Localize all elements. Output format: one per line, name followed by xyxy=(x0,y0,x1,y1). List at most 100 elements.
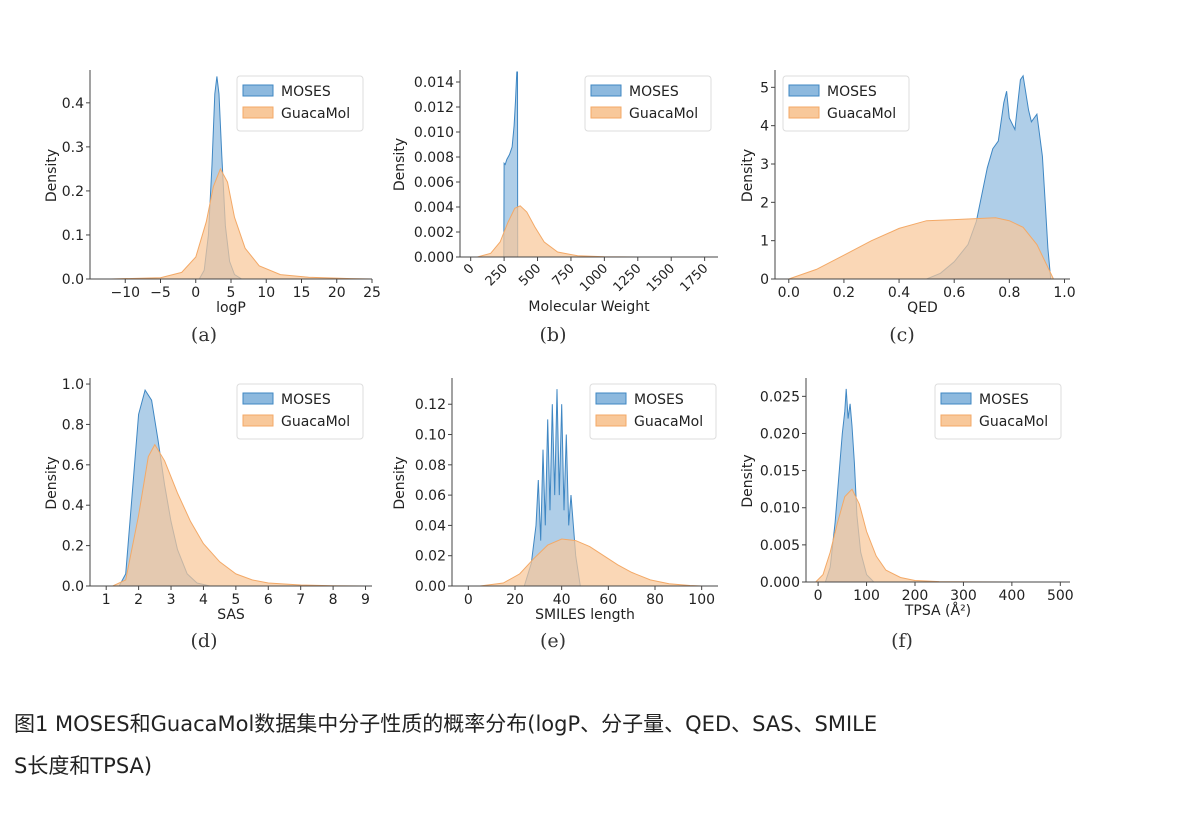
x-tick-label-a: −5 xyxy=(150,285,171,301)
legend-swatch-moses-a xyxy=(242,84,274,97)
x-tick-label-d: 5 xyxy=(231,592,240,608)
y-tick-label-c: 1 xyxy=(760,234,769,250)
y-tick-label-a: 0.4 xyxy=(62,96,84,112)
y-tick-label-e: 0.04 xyxy=(415,518,446,534)
x-tick-label-f: 500 xyxy=(1047,588,1074,604)
series-area-guacamol-c xyxy=(788,217,1055,280)
x-tick-label-f: 100 xyxy=(853,588,880,604)
x-tick-label-c: 0.4 xyxy=(888,285,910,301)
y-axis-label-a: Density xyxy=(44,149,60,202)
legend-swatch-moses-f xyxy=(940,392,972,405)
x-tick-label-f: 200 xyxy=(902,588,929,604)
y-tick-label-a: 0.2 xyxy=(62,184,84,200)
legend-swatch-guacamol-d xyxy=(242,414,274,427)
y-axis-label-e: Density xyxy=(392,456,408,509)
x-tick-label-d: 8 xyxy=(329,592,338,608)
legend-label-moses-c: MOSES xyxy=(827,84,877,100)
chart-panel-d: 0.0 0.2 0.4 0.6 0.8 1.0 1 2 3 4 5 6 7 8 9 SAS Density MOS… xyxy=(44,377,372,623)
y-tick-label-b: 0.008 xyxy=(414,150,454,166)
x-axis-label-f: TPSA (Å²) xyxy=(904,602,971,619)
x-tick-label-f: 0 xyxy=(814,588,823,604)
x-tick-label-e: 40 xyxy=(553,592,571,608)
y-tick-label-b: 0.000 xyxy=(414,250,454,266)
legend-label-moses-d: MOSES xyxy=(281,392,331,408)
y-tick-label-e: 0.06 xyxy=(415,488,446,504)
x-tick-label-d: 1 xyxy=(102,592,111,608)
x-tick-label-f: 400 xyxy=(999,588,1026,604)
legend-swatch-guacamol-c xyxy=(788,106,820,119)
y-tick-label-a: 0.0 xyxy=(62,272,84,288)
y-tick-label-f: 0.020 xyxy=(760,426,800,442)
x-axis-label-b: Molecular Weight xyxy=(528,299,650,315)
y-tick-label-b: 0.014 xyxy=(414,75,454,91)
series-area-guacamol-f xyxy=(815,488,1012,583)
y-tick-label-c: 5 xyxy=(760,80,769,96)
chart-panel-c: 0 1 2 3 4 5 0.0 0.2 0.4 0.6 0.8 1.0 QED Density MOSES G… xyxy=(740,70,1076,316)
legend-label-moses-b: MOSES xyxy=(629,84,679,100)
y-tick-label-b: 0.010 xyxy=(414,125,454,141)
y-tick-label-c: 3 xyxy=(760,157,769,173)
legend-swatch-moses-d xyxy=(242,392,274,405)
y-tick-label-e: 0.02 xyxy=(415,549,446,565)
y-tick-label-b: 0.012 xyxy=(414,100,454,116)
chart-panel-f: 0.000 0.005 0.010 0.015 0.020 0.025 0 100 200 300… xyxy=(740,378,1074,619)
legend-label-guacamol-e: GuacaMol xyxy=(634,414,703,430)
y-axis-label-d: Density xyxy=(44,456,60,509)
x-tick-label-a: 15 xyxy=(293,285,311,301)
x-tick-label-a: −10 xyxy=(110,285,140,301)
legend-label-moses-a: MOSES xyxy=(281,84,331,100)
y-tick-label-f: 0.005 xyxy=(760,538,800,554)
y-tick-label-c: 4 xyxy=(760,119,769,135)
y-tick-label-b: 0.002 xyxy=(414,225,454,241)
x-tick-label-d: 3 xyxy=(167,592,176,608)
x-tick-label-e: 60 xyxy=(599,592,617,608)
y-tick-label-a: 0.3 xyxy=(62,140,84,156)
x-tick-label-d: 4 xyxy=(199,592,208,608)
x-axis-label-d: SAS xyxy=(217,607,245,623)
x-tick-label-e: 100 xyxy=(688,592,715,608)
x-tick-label-d: 6 xyxy=(264,592,273,608)
chart-svg-a: 0.0 0.1 0.2 0.3 0.4 −10 −5 0 5 10 15 20 25 logP Densit… xyxy=(44,70,381,316)
x-tick-label-e: 80 xyxy=(646,592,664,608)
x-tick-label-d: 9 xyxy=(361,592,370,608)
y-tick-label-f: 0.015 xyxy=(760,464,800,480)
legend-label-guacamol-c: GuacaMol xyxy=(827,106,896,122)
y-axis-label-b: Density xyxy=(392,138,408,191)
x-tick-label-a: 10 xyxy=(257,285,275,301)
x-tick-label-c: 1.0 xyxy=(1053,285,1075,301)
x-tick-label-a: 25 xyxy=(363,285,381,301)
legend-label-guacamol-a: GuacaMol xyxy=(281,106,350,122)
subfigure-label-e: (e) xyxy=(539,630,567,652)
chart-svg-c: 0 1 2 3 4 5 0.0 0.2 0.4 0.6 0.8 1.0 QED Density MOSES G… xyxy=(740,70,1076,316)
y-axis-label-f: Density xyxy=(740,454,756,507)
legend-swatch-moses-e xyxy=(595,392,627,405)
subfigure-label-d: (d) xyxy=(190,630,218,652)
chart-svg-f: 0.000 0.005 0.010 0.015 0.020 0.025 0 100 200 300… xyxy=(740,378,1074,619)
y-tick-label-b: 0.006 xyxy=(414,175,454,191)
chart-panel-a: 0.0 0.1 0.2 0.3 0.4 −10 −5 0 5 10 15 20 25 logP Densit… xyxy=(44,70,381,316)
y-tick-label-f: 0.000 xyxy=(760,575,800,591)
x-axis-label-c: QED xyxy=(907,300,938,316)
legend-label-guacamol-b: GuacaMol xyxy=(629,106,698,122)
legend-swatch-guacamol-f xyxy=(940,414,972,427)
x-tick-label-d: 2 xyxy=(134,592,143,608)
y-tick-label-d: 0.4 xyxy=(62,498,84,514)
chart-panel-b: 0.000 0.002 0.004 0.006 0.008 0.010 0.012 0.014… xyxy=(392,70,718,315)
y-tick-label-d: 0.2 xyxy=(62,539,84,555)
x-tick-label-d: 7 xyxy=(296,592,305,608)
x-tick-label-e: 20 xyxy=(506,592,524,608)
y-axis-label-c: Density xyxy=(740,149,756,202)
x-axis-label-a: logP xyxy=(216,300,246,316)
y-tick-label-f: 0.010 xyxy=(760,501,800,517)
y-tick-label-f: 0.025 xyxy=(760,389,800,405)
legend-swatch-moses-b xyxy=(590,84,622,97)
y-tick-label-d: 0.8 xyxy=(62,417,84,433)
series-area-moses-e xyxy=(523,389,581,587)
y-tick-label-b: 0.004 xyxy=(414,200,454,216)
legend-swatch-guacamol-a xyxy=(242,106,274,119)
legend-label-moses-f: MOSES xyxy=(979,392,1029,408)
y-tick-label-e: 0.08 xyxy=(415,458,446,474)
legend-swatch-moses-c xyxy=(788,84,820,97)
y-tick-label-e: 0.00 xyxy=(415,579,446,595)
subfigure-label-a: (a) xyxy=(190,324,218,346)
